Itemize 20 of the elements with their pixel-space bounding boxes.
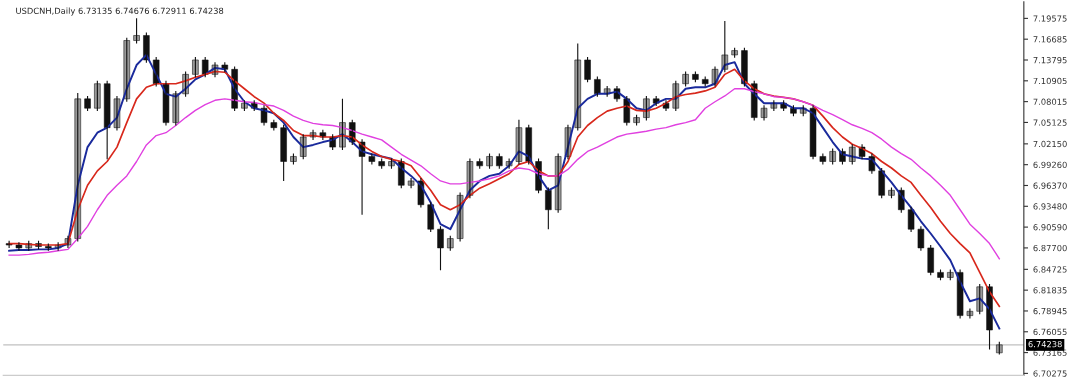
y-tick-label: 7.08015	[1033, 98, 1067, 105]
y-tick-label: 6.70275	[1033, 370, 1067, 377]
y-tick-label: 7.02150	[1033, 140, 1067, 148]
y-tick-label: 6.84725	[1033, 266, 1067, 273]
y-tick-label: 6.76055	[1033, 328, 1067, 336]
text: USDCNH,Daily 6.73135 6.74676 6.72911 6.74238	[16, 7, 224, 16]
y-tick-label: 6.81835	[1033, 287, 1067, 294]
y-tick-label: 6.73165	[1033, 349, 1067, 356]
y-tick-label: 6.99260	[1033, 161, 1067, 168]
y-tick-label: 7.16685	[1033, 36, 1067, 43]
y-tick-label: 7.13795	[1033, 56, 1067, 64]
y-tick-label: 6.96370	[1033, 182, 1067, 189]
y-tick-label: 7.19575	[1033, 15, 1067, 22]
y-tick-label: 6.90590	[1033, 224, 1067, 231]
y-tick-label: 6.93480	[1033, 203, 1067, 210]
y-tick-label: 7.10905	[1033, 77, 1067, 85]
y-tick-label: 6.78945	[1033, 307, 1067, 315]
y-tick-label: 6.87700	[1033, 244, 1067, 252]
ref-line-label: 6.74238	[1028, 340, 1062, 348]
y-tick-label: 7.05125	[1033, 119, 1067, 126]
